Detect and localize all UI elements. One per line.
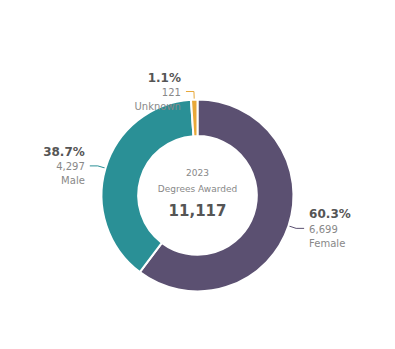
svg-text:2023: 2023 (186, 168, 209, 178)
svg-text:60.3%: 60.3% (309, 207, 351, 221)
svg-text:Female: Female (309, 238, 345, 249)
svg-text:Degrees Awarded: Degrees Awarded (158, 184, 237, 194)
svg-text:Male: Male (61, 175, 85, 186)
svg-text:Unknown: Unknown (135, 101, 181, 112)
svg-text:6,699: 6,699 (309, 224, 338, 235)
svg-text:121: 121 (162, 87, 181, 98)
svg-text:11,117: 11,117 (169, 202, 227, 220)
svg-text:1.1%: 1.1% (148, 71, 181, 85)
svg-text:4,297: 4,297 (56, 161, 85, 172)
svg-text:38.7%: 38.7% (43, 145, 85, 159)
